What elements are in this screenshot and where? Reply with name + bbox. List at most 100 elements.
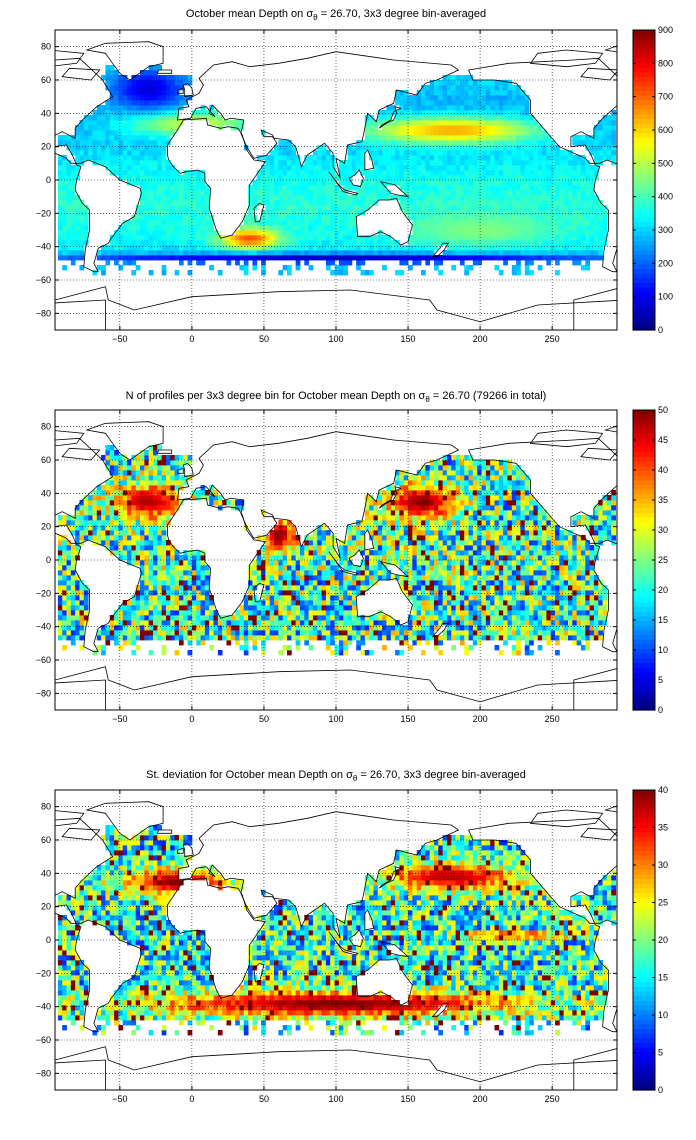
- heatmap-cell: [148, 120, 154, 126]
- heatmap-cell: [204, 495, 210, 501]
- heatmap-cell: [183, 80, 188, 86]
- colorbar-swatch: [633, 315, 655, 322]
- heatmap-cell: [226, 260, 232, 266]
- heatmap-cell: [507, 90, 513, 96]
- heatmap-cell: [442, 95, 448, 101]
- heatmap-cell: [403, 255, 409, 261]
- heatmap-cell: [131, 80, 137, 86]
- heatmap-cell: [135, 540, 141, 546]
- heatmap-cell: [537, 245, 543, 251]
- chart-panel-2: N of profiles per 3x3 degree bin for Oct…: [36, 390, 668, 724]
- heatmap-cell: [256, 550, 262, 556]
- heatmap-cell: [183, 570, 188, 576]
- heatmap-cell: [122, 485, 128, 491]
- heatmap-cell: [140, 160, 145, 166]
- heatmap-cell: [524, 225, 530, 231]
- heatmap-cell: [585, 205, 591, 211]
- heatmap-cell: [455, 180, 461, 186]
- heatmap-cell: [425, 240, 431, 246]
- heatmap-cell: [589, 170, 595, 176]
- heatmap-cell: [135, 80, 141, 86]
- heatmap-cell: [196, 610, 201, 616]
- heatmap-cell: [325, 200, 331, 206]
- heatmap-cell: [412, 180, 418, 186]
- heatmap-cell: [433, 240, 439, 246]
- heatmap-cell: [144, 570, 150, 576]
- heatmap-cell: [524, 240, 530, 246]
- heatmap-cell: [403, 135, 409, 141]
- heatmap-cell: [412, 190, 418, 196]
- heatmap-cell: [395, 255, 400, 261]
- heatmap-cell: [503, 135, 508, 141]
- heatmap-cell: [325, 220, 331, 226]
- heatmap-cell: [62, 165, 67, 171]
- heatmap-cell: [399, 110, 405, 116]
- heatmap-cell: [598, 245, 603, 251]
- heatmap-cell: [79, 255, 85, 261]
- heatmap-cell: [152, 610, 158, 616]
- heatmap-cell: [105, 70, 111, 76]
- heatmap-cell: [135, 560, 141, 566]
- heatmap-cell: [187, 585, 193, 591]
- heatmap-cell: [282, 560, 288, 566]
- heatmap-cell: [70, 250, 76, 256]
- heatmap-cell: [451, 245, 456, 251]
- heatmap-cell: [161, 180, 167, 186]
- heatmap-cell: [200, 565, 206, 571]
- heatmap-cell: [524, 185, 530, 191]
- heatmap-cell: [373, 165, 379, 171]
- heatmap-cell: [408, 265, 413, 271]
- heatmap-cell: [451, 210, 456, 216]
- heatmap-cell: [261, 575, 266, 581]
- heatmap-cell: [200, 235, 206, 241]
- heatmap-cell: [503, 200, 508, 206]
- heatmap-cell: [433, 170, 439, 176]
- heatmap-cell: [248, 580, 253, 586]
- heatmap-cell: [485, 120, 491, 126]
- heatmap-cell: [338, 590, 344, 596]
- heatmap-cell: [317, 625, 322, 631]
- heatmap-cell: [109, 70, 115, 76]
- heatmap-cell: [261, 550, 266, 556]
- heatmap-cell: [421, 240, 426, 246]
- heatmap-cell: [334, 235, 340, 241]
- heatmap-cell: [127, 135, 132, 141]
- heatmap-cell: [105, 75, 111, 81]
- heatmap-cell: [481, 225, 487, 231]
- heatmap-cell: [101, 630, 106, 636]
- heatmap-cell: [563, 165, 569, 171]
- heatmap-cell: [66, 520, 72, 526]
- heatmap-cell: [503, 250, 508, 256]
- heatmap-cell: [70, 640, 76, 646]
- heatmap-cell: [256, 175, 262, 181]
- heatmap-cell: [308, 160, 314, 166]
- heatmap-cell: [304, 630, 310, 636]
- heatmap-cell: [161, 605, 167, 611]
- heatmap-cell: [252, 195, 258, 201]
- heatmap-cell: [602, 205, 608, 211]
- heatmap-cell: [248, 610, 253, 616]
- heatmap-cell: [152, 130, 158, 136]
- heatmap-cell: [343, 255, 348, 261]
- heatmap-cell: [222, 625, 227, 631]
- heatmap-cell: [446, 195, 452, 201]
- heatmap-cell: [408, 240, 413, 246]
- heatmap-cell: [438, 155, 444, 161]
- heatmap-cell: [433, 265, 439, 271]
- heatmap-cell: [451, 110, 456, 116]
- heatmap-cell: [568, 150, 573, 156]
- heatmap-cell: [131, 515, 137, 521]
- heatmap-cell: [507, 200, 513, 206]
- heatmap-cell: [351, 250, 357, 256]
- heatmap-cell: [148, 250, 154, 256]
- heatmap-cell: [157, 230, 163, 236]
- heatmap-cell: [178, 480, 184, 486]
- heatmap-cell: [148, 605, 154, 611]
- heatmap-cell: [135, 490, 141, 496]
- heatmap-cell: [520, 225, 526, 231]
- heatmap-cell: [75, 615, 80, 621]
- heatmap-cell: [170, 550, 175, 556]
- heatmap-cell: [568, 180, 573, 186]
- heatmap-cell: [403, 165, 409, 171]
- heatmap-cell: [196, 230, 201, 236]
